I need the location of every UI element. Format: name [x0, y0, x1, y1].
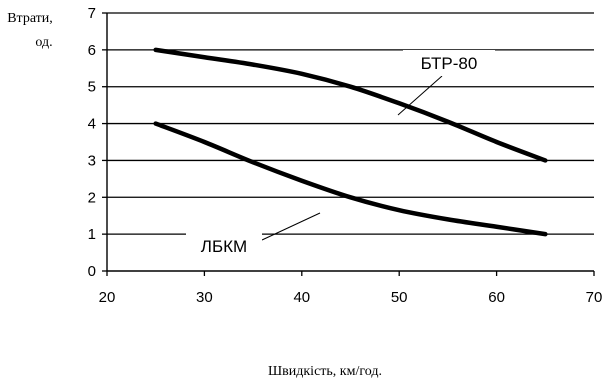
- series-label-box: [186, 233, 262, 259]
- y-tick-label: 5: [88, 79, 96, 96]
- y-axis-title-line1: Втрати,: [7, 11, 53, 26]
- y-tick-label: 1: [88, 226, 96, 243]
- series-label-1: БТР-80: [421, 54, 478, 73]
- y-tick-label: 2: [88, 189, 96, 206]
- x-tick-label: 70: [586, 289, 603, 306]
- x-tick-label: 20: [99, 289, 116, 306]
- series-label-2: ЛБКМ: [201, 237, 247, 256]
- y-axis-title-line2: од.: [35, 35, 52, 50]
- series-label-box: [403, 50, 495, 76]
- y-tick-label: 3: [88, 152, 96, 169]
- gridlines: [107, 12, 594, 235]
- y-tick-label: 4: [88, 116, 96, 133]
- y-tick-label: 0: [88, 263, 96, 280]
- series-labels: БТР-80 ЛБКМ: [186, 50, 495, 259]
- x-tick-label: 60: [488, 289, 505, 306]
- x-tick-label: 30: [196, 289, 213, 306]
- x-tick-label: 40: [293, 289, 310, 306]
- series-label-leader: [397, 75, 443, 116]
- x-tick-label: 50: [391, 289, 408, 306]
- y-tick-label: 6: [88, 42, 96, 59]
- series-label-leader: [261, 212, 321, 241]
- x-axis-title: Швидкість, км/год.: [268, 364, 382, 379]
- series-lines: [153, 47, 548, 237]
- series-line-1: [153, 47, 548, 163]
- axes: 0 1 2 3 4 5 6 7 20 30 40 50 60 70: [88, 5, 603, 306]
- y-tick-label: 7: [88, 5, 96, 22]
- series-line-2: [153, 121, 548, 237]
